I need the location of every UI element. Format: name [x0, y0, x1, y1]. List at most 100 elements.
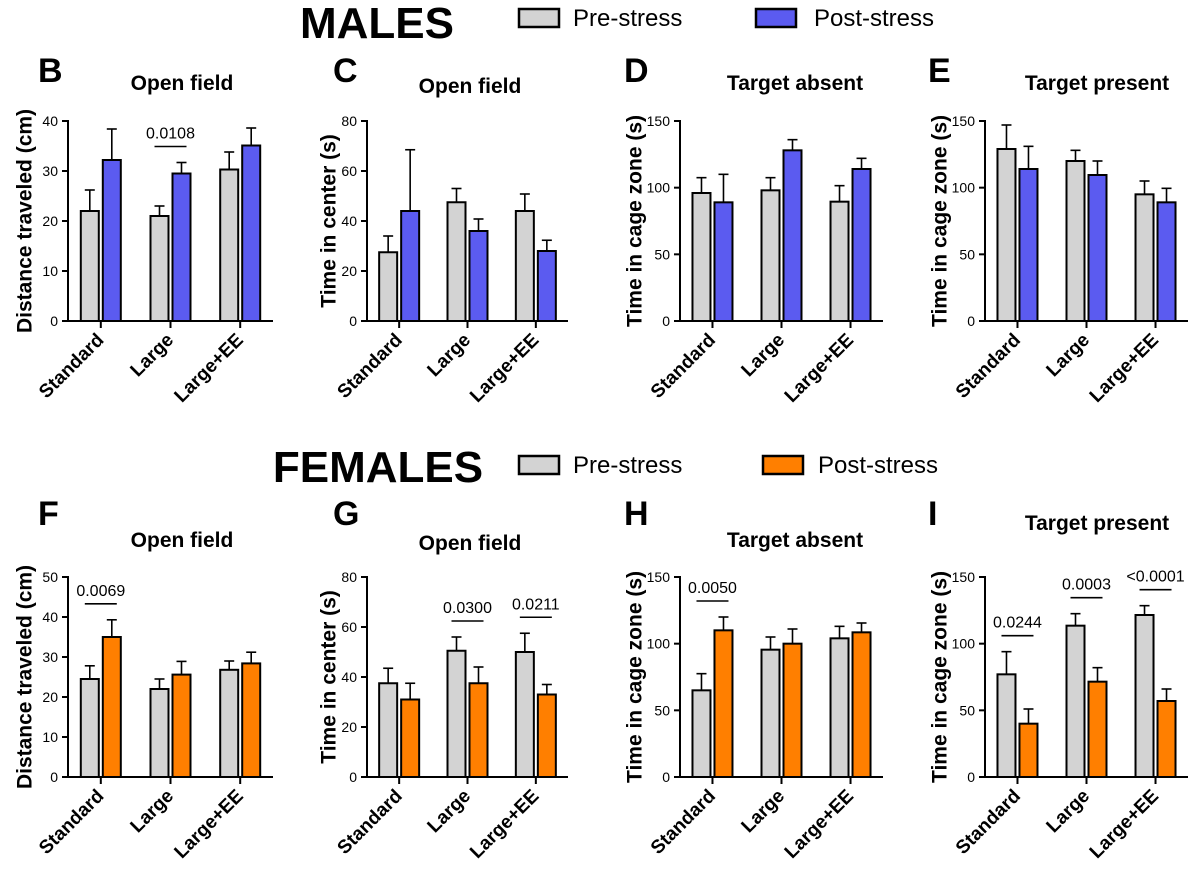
y-tick-label: 0 — [967, 313, 975, 329]
y-tick-label: 0 — [349, 313, 357, 329]
y-tick-label: 60 — [341, 619, 357, 635]
bar-pre-standard — [79, 678, 100, 778]
x-tick-label: Large+EE — [781, 786, 858, 863]
bar-post-standard — [400, 698, 421, 778]
panel-title: Target present — [1025, 72, 1169, 95]
bar-pre-standard — [79, 210, 100, 322]
y-tick-label: 40 — [341, 669, 357, 685]
bar-pre-largeee — [829, 200, 850, 323]
p-value-label: 0.0244 — [993, 615, 1042, 632]
x-tick-label: Large — [127, 330, 178, 381]
y-tick-label: 40 — [42, 113, 58, 129]
panel-letter: I — [928, 495, 937, 533]
bar-post-standard — [400, 210, 421, 322]
bar-pre-largeee — [219, 168, 240, 322]
x-tick-label: Standard — [334, 330, 407, 403]
y-tick-label: 0 — [50, 769, 58, 785]
bar-post-standard — [713, 629, 734, 778]
panel-letter: D — [624, 52, 649, 90]
y-tick-label: 60 — [341, 163, 357, 179]
y-tick-label: 10 — [42, 729, 58, 745]
panel-i: I Target present Time in cage zone (s) 0 50 1… — [928, 495, 1188, 863]
x-tick-label: Large — [127, 786, 178, 837]
y-tick-label: 40 — [42, 609, 58, 625]
panel-letter: B — [38, 52, 63, 90]
y-tick-label: 80 — [341, 569, 357, 585]
y-tick-label: 0 — [967, 769, 975, 785]
panel-b: B Open field Distance traveled (cm) 0 10 20 30… — [14, 52, 273, 407]
bar-pre-large — [760, 189, 781, 322]
bar-post-large — [171, 673, 192, 778]
y-tick-label: 0 — [349, 769, 357, 785]
p-value-label: 0.0300 — [443, 600, 492, 617]
x-tick-label: Large+EE — [1086, 330, 1163, 407]
bar-post-standard — [101, 636, 122, 778]
bar-post-standard — [713, 201, 734, 322]
bar-pre-standard — [996, 148, 1017, 322]
y-tick-label: 20 — [42, 689, 58, 705]
y-tick-label: 0 — [662, 769, 670, 785]
bar-post-largeee — [851, 631, 872, 778]
females-title: FEMALES — [273, 443, 483, 492]
bar-pre-large — [1065, 624, 1086, 779]
bar-post-standard — [1018, 722, 1039, 779]
y-tick-label: 10 — [42, 263, 58, 279]
panel-letter: G — [333, 495, 359, 533]
bar-pre-large — [1065, 160, 1086, 322]
panel-title: Open field — [419, 532, 522, 555]
y-tick-label: 100 — [952, 180, 976, 196]
y-axis-label: Time in cage zone (s) — [929, 571, 952, 783]
y-axis-label: Time in cage zone (s) — [624, 571, 647, 783]
females-legend-post-swatch — [761, 454, 805, 476]
panel-title: Open field — [131, 72, 234, 95]
y-tick-label: 20 — [341, 719, 357, 735]
females-header: FEMALES Pre-stress Post-stress — [273, 443, 938, 492]
bar-pre-standard — [691, 689, 712, 778]
bar-pre-large — [446, 201, 467, 322]
x-tick-label: Large — [1043, 330, 1094, 381]
bar-pre-largeee — [514, 210, 535, 322]
p-value-label: 0.0108 — [146, 126, 195, 143]
females-legend-pre-label: Pre-stress — [573, 452, 682, 479]
females-legend: Pre-stress Post-stress — [517, 452, 938, 479]
y-tick-label: 20 — [341, 263, 357, 279]
bar-post-standard — [101, 159, 122, 322]
panel-f: F Open field Distance traveled (cm) 0 10 20 30… — [14, 495, 273, 863]
x-tick-label: Large+EE — [781, 330, 858, 407]
bar-post-large — [1087, 174, 1108, 322]
x-tick-label: Large — [424, 786, 475, 837]
x-tick-label: Standard — [952, 330, 1025, 403]
bar-pre-standard — [378, 251, 399, 322]
bar-post-large — [171, 172, 192, 322]
bar-pre-large — [760, 648, 781, 779]
panel-letter: C — [333, 52, 358, 90]
males-title: MALES — [300, 0, 454, 48]
y-tick-label: 30 — [42, 649, 58, 665]
panel-title: Target present — [1025, 512, 1169, 535]
bar-post-largeee — [1156, 700, 1177, 778]
x-tick-label: Large — [738, 786, 789, 837]
x-tick-label: Standard — [647, 786, 720, 859]
x-tick-label: Standard — [334, 786, 407, 859]
bar-post-standard — [1018, 168, 1039, 322]
males-legend-pre-swatch — [517, 7, 561, 29]
y-tick-label: 80 — [341, 113, 357, 129]
y-axis-label: Distance traveled (cm) — [14, 109, 37, 333]
y-tick-label: 50 — [654, 246, 670, 262]
y-tick-label: 150 — [952, 569, 976, 585]
females-legend-post-label: Post-stress — [818, 452, 938, 479]
p-value-label: <0.0001 — [1126, 569, 1184, 586]
y-tick-label: 100 — [647, 636, 671, 652]
y-axis-label: Time in cage zone (s) — [929, 115, 952, 327]
x-tick-label: Large — [424, 330, 475, 381]
y-axis-label: Time in cage zone (s) — [624, 115, 647, 327]
y-tick-label: 50 — [959, 702, 975, 718]
y-tick-label: 150 — [647, 113, 671, 129]
bar-pre-large — [149, 215, 170, 322]
bar-pre-largeee — [1134, 614, 1155, 778]
bar-pre-standard — [691, 192, 712, 322]
y-tick-label: 30 — [42, 163, 58, 179]
bar-pre-largeee — [1134, 193, 1155, 322]
x-tick-label: Standard — [647, 330, 720, 403]
